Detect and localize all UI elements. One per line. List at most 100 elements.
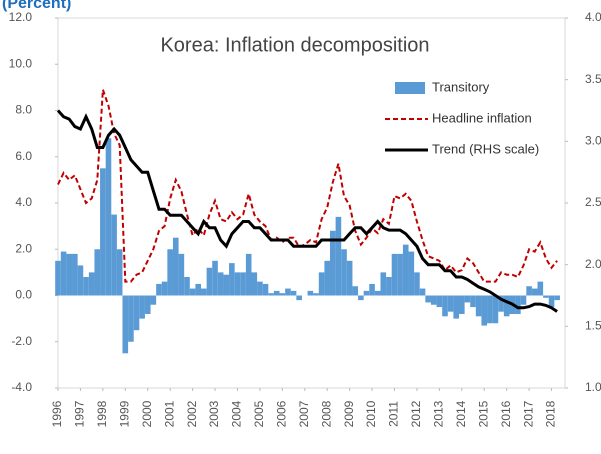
bar — [88, 272, 95, 296]
bar — [285, 288, 291, 296]
bar — [245, 253, 252, 296]
line — [56, 109, 558, 313]
bar — [414, 272, 420, 296]
bar — [453, 295, 460, 319]
bar — [66, 253, 73, 296]
bar — [161, 281, 168, 296]
bar — [470, 295, 476, 308]
bar — [391, 253, 398, 296]
bar — [481, 295, 488, 326]
legend-label: Headline inflation — [432, 110, 532, 125]
bar — [363, 290, 370, 296]
y-tick-label: 12.0 — [9, 10, 33, 24]
x-tick-label: 2009 — [342, 400, 356, 427]
bar — [290, 290, 297, 296]
legend-label: Transitory — [432, 79, 490, 94]
bar — [172, 237, 179, 296]
bar — [273, 290, 280, 296]
bar — [430, 295, 437, 305]
bar — [380, 272, 387, 296]
bar — [139, 295, 145, 319]
x-tick-label: 2004 — [230, 400, 244, 427]
bar — [520, 295, 527, 305]
y2-tick-label: 2.5 — [585, 195, 601, 209]
bar — [100, 168, 106, 296]
bar — [374, 290, 381, 296]
legend-swatch — [395, 82, 425, 94]
bar — [436, 295, 443, 308]
bar — [464, 295, 471, 303]
x-tick-label: 2001 — [162, 400, 176, 427]
x-tick-label: 2018 — [544, 400, 558, 427]
x-tick-label: 1998 — [95, 400, 109, 427]
bar — [369, 283, 375, 296]
bar — [515, 295, 521, 314]
bar — [341, 249, 347, 296]
bar — [543, 295, 549, 298]
bar — [397, 253, 403, 296]
x-tick-label: 2005 — [252, 400, 266, 427]
y-tick-label: 10.0 — [9, 56, 33, 70]
bar — [105, 138, 112, 296]
x-tick-label: 2007 — [297, 400, 311, 427]
bar — [324, 260, 331, 296]
chart-title: Korea: Inflation decomposition — [160, 34, 429, 56]
bar — [195, 283, 202, 296]
y2-tick-label: 4.0 — [585, 10, 601, 24]
bar — [447, 295, 454, 312]
x-tick-label: 1996 — [50, 400, 64, 427]
bar — [459, 295, 465, 314]
bar — [526, 286, 532, 296]
x-tick-label: 2010 — [364, 400, 378, 427]
bar — [313, 293, 319, 296]
y2-tick-label: 2.0 — [585, 257, 601, 271]
x-tick-label: 2016 — [499, 400, 513, 427]
bar — [94, 249, 101, 296]
bar — [223, 274, 230, 296]
x-tick-label: 2012 — [409, 400, 423, 427]
bar — [128, 295, 134, 342]
bar — [178, 253, 185, 296]
bar — [60, 251, 67, 296]
bar — [77, 265, 84, 296]
bar — [386, 277, 392, 296]
y-tick-label: 8.0 — [15, 103, 32, 117]
plot-frame — [57, 17, 566, 389]
bar — [352, 286, 359, 296]
bar — [262, 283, 269, 296]
y2-tick-label: 3.0 — [585, 134, 601, 148]
bar — [408, 251, 415, 296]
x-tick-label: 2006 — [275, 400, 289, 427]
x-tick-label: 2011 — [387, 401, 401, 427]
bar — [335, 216, 342, 296]
bar — [156, 283, 162, 296]
bar — [346, 260, 353, 296]
bar — [167, 249, 173, 296]
x-tick-label: 2003 — [207, 400, 221, 427]
y-tick-label: 0.0 — [15, 288, 32, 302]
line — [57, 89, 558, 283]
y-tick-label: -2.0 — [11, 334, 32, 348]
bar — [442, 295, 448, 317]
bar — [279, 293, 286, 296]
bar — [83, 277, 89, 296]
bar — [201, 288, 207, 296]
bar — [189, 288, 196, 296]
bar — [122, 295, 129, 354]
y-tick-label: 2.0 — [15, 241, 32, 255]
bar — [212, 260, 218, 296]
bar — [240, 272, 246, 296]
bar — [475, 295, 482, 317]
y2-tick-label: 1.5 — [585, 319, 601, 333]
x-tick-label: 2013 — [432, 400, 446, 427]
y2-tick-label: 1.0 — [585, 380, 601, 394]
bar — [251, 272, 258, 296]
bar — [503, 295, 510, 317]
bar — [184, 277, 190, 296]
y-tick-label: 6.0 — [15, 149, 32, 163]
bar — [554, 295, 560, 301]
bar — [307, 290, 314, 296]
bar — [206, 267, 213, 296]
bar — [487, 295, 493, 324]
